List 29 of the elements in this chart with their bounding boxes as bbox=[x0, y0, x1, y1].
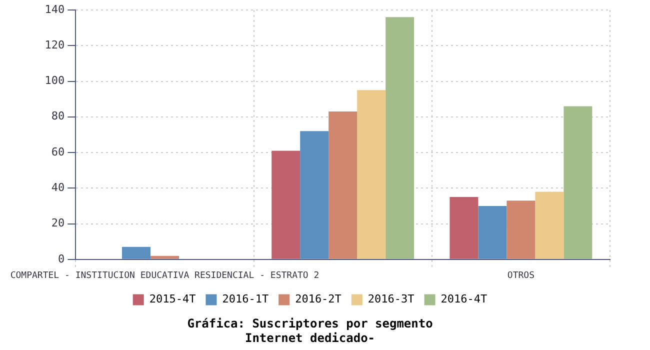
bar bbox=[564, 106, 592, 259]
bar bbox=[535, 192, 564, 259]
legend-label: 2016-3T bbox=[368, 292, 415, 306]
y-tick-label: 20 bbox=[51, 216, 65, 230]
bar bbox=[386, 17, 414, 259]
bar bbox=[478, 206, 507, 259]
y-tick-label: 0 bbox=[58, 252, 65, 266]
legend-label: 2016-4T bbox=[440, 292, 488, 306]
bar bbox=[328, 112, 358, 259]
y-tick-label: 60 bbox=[51, 145, 65, 158]
bar bbox=[450, 197, 478, 259]
y-tick-label: 140 bbox=[44, 2, 65, 16]
bar bbox=[506, 200, 536, 259]
y-tick-label: 40 bbox=[51, 181, 65, 194]
bar bbox=[357, 90, 386, 259]
y-tick-label: 120 bbox=[44, 38, 65, 52]
bar bbox=[122, 246, 150, 259]
x-tick-label: COMPARTEL - INSTITUCION EDUCATIVA RESIDENCIAL - ESTRATO 2 bbox=[10, 271, 320, 282]
text: Internet dedicado- bbox=[244, 330, 376, 345]
y-tick-label: 80 bbox=[51, 110, 65, 123]
bar bbox=[272, 150, 300, 259]
bar bbox=[150, 256, 179, 259]
bar bbox=[300, 131, 329, 259]
legend-label: 2016-2T bbox=[295, 292, 342, 306]
y-tick-label: 100 bbox=[44, 74, 65, 88]
text: Gráfica: Suscriptores por segmento bbox=[187, 316, 433, 331]
legend-label: 2016-1T bbox=[222, 292, 269, 306]
x-tick-label: OTROS bbox=[507, 271, 534, 282]
legend-label: 2015-4T bbox=[149, 292, 196, 306]
